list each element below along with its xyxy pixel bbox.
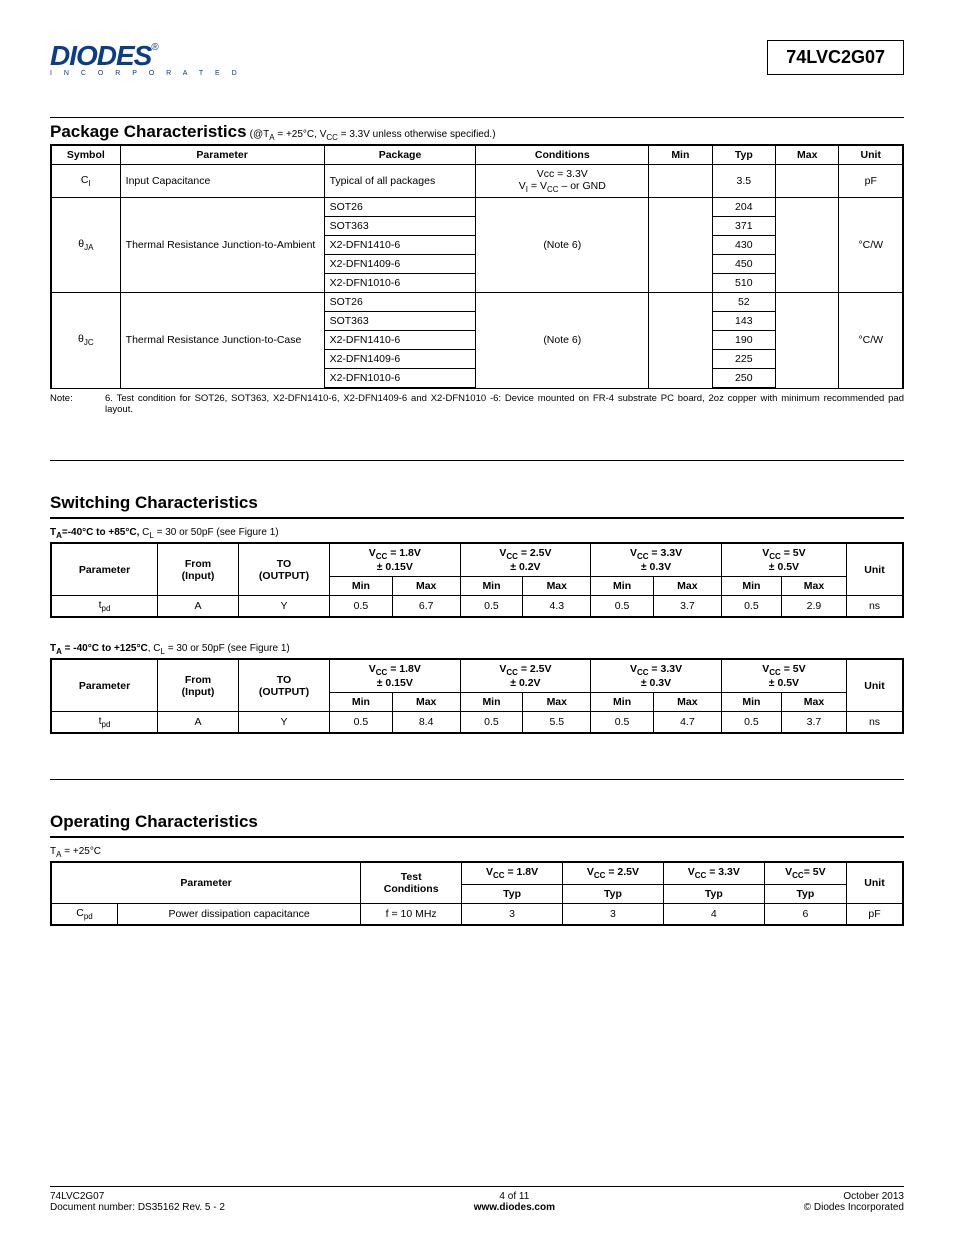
package-characteristics-table: Symbol Parameter Package Conditions Min … — [50, 144, 904, 389]
th-parameter: Parameter — [51, 659, 158, 712]
section-subtitle: (@TA = +25°C, VCC = 3.3V unless otherwis… — [250, 129, 496, 140]
th-min: Min — [649, 145, 712, 165]
th-from: From (Input) — [158, 543, 239, 596]
condition-line-1: TA=-40°C to +85°C, CL = 30 or 50pF (see … — [50, 527, 904, 540]
table-row: CI Input Capacitance Typical of all pack… — [51, 165, 903, 198]
footer-left: 74LVC2G07 Document number: DS35162 Rev. … — [50, 1191, 225, 1213]
th-min: Min — [460, 693, 523, 712]
switching-table-2: Parameter From (Input) TO (OUTPUT) VCC =… — [50, 658, 904, 734]
th-v33: VCC = 3.3V — [663, 862, 764, 884]
th-unit: Unit — [839, 145, 903, 165]
th-min: Min — [721, 577, 781, 596]
section-title: Switching Characteristics — [50, 491, 904, 515]
th-v33: VCC = 3.3V± 0.3V — [591, 659, 722, 693]
th-parameter: Parameter — [51, 543, 158, 596]
th-max: Max — [653, 693, 721, 712]
th-min: Min — [460, 577, 523, 596]
th-min: Min — [721, 693, 781, 712]
th-max: Max — [392, 577, 460, 596]
th-typ: Typ — [563, 884, 664, 903]
th-conditions: Conditions — [476, 145, 649, 165]
th-v18: VCC = 1.8V — [462, 862, 563, 884]
section-title: Operating Characteristics — [50, 810, 904, 834]
table-row: tpd A Y 0.56.7 0.54.3 0.53.7 0.52.9 ns — [51, 596, 903, 618]
th-typ: Typ — [764, 884, 846, 903]
th-max: Max — [781, 577, 846, 596]
operating-characteristics-section: Operating Characteristics TA = +25°C Par… — [50, 779, 904, 925]
package-characteristics-section: Package Characteristics (@TA = +25°C, VC… — [50, 117, 904, 415]
footer-mid: 4 of 11 www.diodes.com — [474, 1191, 555, 1213]
part-number-box: 74LVC2G07 — [767, 40, 904, 75]
th-min: Min — [330, 577, 393, 596]
th-v5: VCC = 5V± 0.5V — [721, 659, 846, 693]
th-package: Package — [324, 145, 476, 165]
switching-characteristics-section: Switching Characteristics TA=-40°C to +8… — [50, 460, 904, 734]
th-unit: Unit — [847, 862, 904, 903]
th-typ: Typ — [663, 884, 764, 903]
th-min: Min — [591, 693, 654, 712]
table-row: tpd A Y 0.58.4 0.55.5 0.54.7 0.53.7 ns — [51, 712, 903, 734]
th-typ: Typ — [462, 884, 563, 903]
th-max: Max — [653, 577, 721, 596]
th-v25: VCC = 2.5V± 0.2V — [460, 543, 591, 577]
th-max: Max — [523, 577, 591, 596]
th-v5: VCC = 5V± 0.5V — [721, 543, 846, 577]
th-typ: Typ — [712, 145, 775, 165]
th-to: TO (OUTPUT) — [239, 659, 330, 712]
table-row: θJC Thermal Resistance Junction-to-Case … — [51, 293, 903, 312]
table-row: Cpd Power dissipation capacitance f = 10… — [51, 903, 903, 925]
th-min: Min — [591, 577, 654, 596]
th-parameter: Parameter — [120, 145, 324, 165]
condition-line: TA = +25°C — [50, 846, 904, 859]
logo-reg: ® — [151, 42, 158, 53]
th-to: TO (OUTPUT) — [239, 543, 330, 596]
th-v33: VCC = 3.3V± 0.3V — [591, 543, 722, 577]
th-max: Max — [781, 693, 846, 712]
th-max: Max — [776, 145, 839, 165]
page-header: DIODES ® I N C O R P O R A T E D 74LVC2G… — [50, 40, 904, 77]
switching-table-1: Parameter From (Input) TO (OUTPUT) VCC =… — [50, 542, 904, 618]
th-max: Max — [392, 693, 460, 712]
operating-table: Parameter Test Conditions VCC = 1.8V VCC… — [50, 861, 904, 925]
th-from: From (Input) — [158, 659, 239, 712]
th-v18: VCC = 1.8V± 0.15V — [330, 659, 461, 693]
th-v5: VCC= 5V — [764, 862, 846, 884]
logo: DIODES ® I N C O R P O R A T E D — [50, 40, 242, 77]
logo-text: DIODES — [50, 40, 151, 72]
page-footer: 74LVC2G07 Document number: DS35162 Rev. … — [50, 1186, 904, 1213]
th-v25: VCC = 2.5V — [563, 862, 664, 884]
th-v18: VCC = 1.8V± 0.15V — [330, 543, 461, 577]
th-parameter: Parameter — [51, 862, 361, 903]
th-min: Min — [330, 693, 393, 712]
th-symbol: Symbol — [51, 145, 120, 165]
section-title: Package Characteristics — [50, 122, 247, 141]
th-test: Test Conditions — [361, 862, 462, 903]
table-row: θJA Thermal Resistance Junction-to-Ambie… — [51, 198, 903, 217]
condition-line-2: TA = -40°C to +125°C, CL = 30 or 50pF (s… — [50, 643, 904, 656]
th-max: Max — [523, 693, 591, 712]
logo-subtext: I N C O R P O R A T E D — [50, 70, 242, 77]
note-6: Note: 6. Test condition for SOT26, SOT36… — [50, 393, 904, 415]
footer-right: October 2013 © Diodes Incorporated — [804, 1191, 904, 1213]
th-v25: VCC = 2.5V± 0.2V — [460, 659, 591, 693]
th-unit: Unit — [847, 543, 904, 596]
th-unit: Unit — [847, 659, 904, 712]
